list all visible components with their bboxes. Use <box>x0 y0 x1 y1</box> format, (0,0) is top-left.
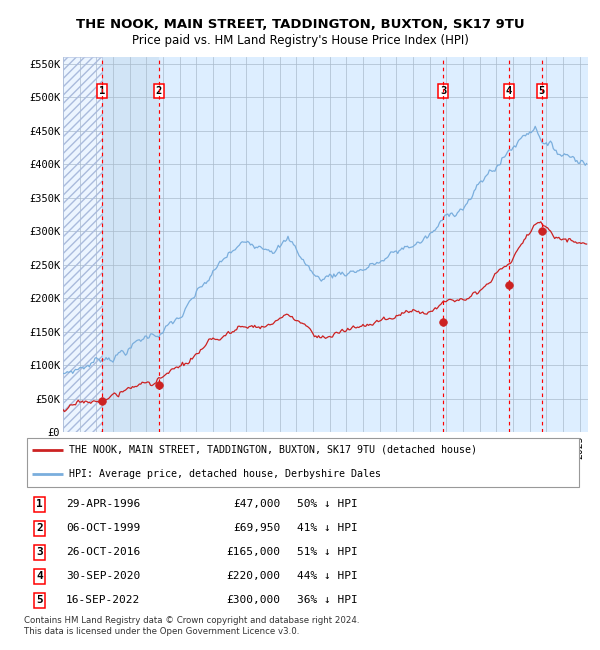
Text: Price paid vs. HM Land Registry's House Price Index (HPI): Price paid vs. HM Land Registry's House … <box>131 34 469 47</box>
Text: 26-OCT-2016: 26-OCT-2016 <box>66 547 140 557</box>
FancyBboxPatch shape <box>27 437 579 487</box>
Text: 4: 4 <box>36 571 43 581</box>
Text: 16-SEP-2022: 16-SEP-2022 <box>66 595 140 605</box>
Bar <box>63 57 102 432</box>
Text: £300,000: £300,000 <box>227 595 281 605</box>
Text: £69,950: £69,950 <box>233 523 281 533</box>
Text: 06-OCT-1999: 06-OCT-1999 <box>66 523 140 533</box>
Text: 51% ↓ HPI: 51% ↓ HPI <box>298 547 358 557</box>
Text: 3: 3 <box>36 547 43 557</box>
Text: 36% ↓ HPI: 36% ↓ HPI <box>298 595 358 605</box>
Text: 44% ↓ HPI: 44% ↓ HPI <box>298 571 358 581</box>
Text: 5: 5 <box>538 86 545 96</box>
Text: 4: 4 <box>506 86 512 96</box>
Bar <box>63 57 102 432</box>
Text: £220,000: £220,000 <box>227 571 281 581</box>
Bar <box>102 57 159 432</box>
Text: 2: 2 <box>36 523 43 533</box>
Text: HPI: Average price, detached house, Derbyshire Dales: HPI: Average price, detached house, Derb… <box>68 469 380 480</box>
Text: 29-APR-1996: 29-APR-1996 <box>66 499 140 509</box>
Text: 2: 2 <box>156 86 162 96</box>
Text: 41% ↓ HPI: 41% ↓ HPI <box>298 523 358 533</box>
Text: 30-SEP-2020: 30-SEP-2020 <box>66 571 140 581</box>
Text: £165,000: £165,000 <box>227 547 281 557</box>
Text: 5: 5 <box>36 595 43 605</box>
Text: 3: 3 <box>440 86 446 96</box>
Text: £47,000: £47,000 <box>233 499 281 509</box>
Text: 50% ↓ HPI: 50% ↓ HPI <box>298 499 358 509</box>
Text: THE NOOK, MAIN STREET, TADDINGTON, BUXTON, SK17 9TU: THE NOOK, MAIN STREET, TADDINGTON, BUXTO… <box>76 18 524 31</box>
Text: 1: 1 <box>99 86 105 96</box>
Text: 1: 1 <box>36 499 43 509</box>
Text: THE NOOK, MAIN STREET, TADDINGTON, BUXTON, SK17 9TU (detached house): THE NOOK, MAIN STREET, TADDINGTON, BUXTO… <box>68 445 476 455</box>
Text: Contains HM Land Registry data © Crown copyright and database right 2024.
This d: Contains HM Land Registry data © Crown c… <box>24 616 359 636</box>
